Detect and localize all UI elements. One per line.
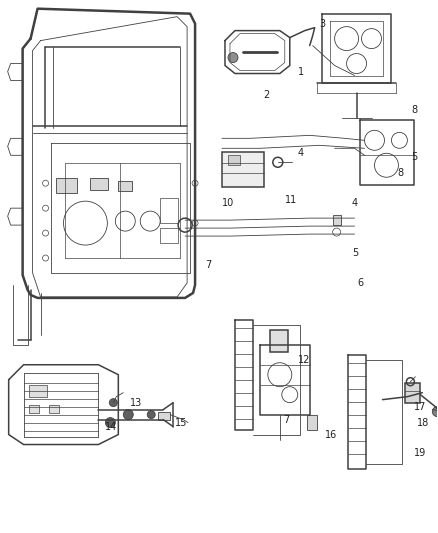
Text: 3: 3 [320,19,326,29]
Bar [160,198,178,223]
Text: 6: 6 [357,278,364,288]
Bar [28,385,46,397]
Bar [307,415,317,430]
Bar [406,383,420,402]
Bar [270,330,288,352]
Bar [56,178,78,193]
Text: 15: 15 [175,417,187,427]
Bar [228,155,240,165]
Text: 1: 1 [298,67,304,77]
Text: 8: 8 [397,168,403,178]
Circle shape [106,417,115,427]
Text: 11: 11 [285,195,297,205]
Bar [49,405,59,413]
Circle shape [110,399,117,407]
Bar [118,181,132,191]
Text: 4: 4 [298,148,304,158]
Text: 10: 10 [222,198,234,208]
Bar [160,228,178,243]
Text: 19: 19 [414,448,427,457]
Text: 13: 13 [130,398,142,408]
Circle shape [432,407,438,417]
Text: 17: 17 [414,402,427,411]
Text: 12: 12 [298,355,310,365]
Circle shape [147,410,155,418]
Bar [28,405,39,413]
Text: 5: 5 [353,248,359,258]
Circle shape [228,53,238,62]
Bar [158,411,170,419]
Bar [222,152,264,187]
Bar [332,215,341,225]
Circle shape [124,410,133,419]
Text: 2: 2 [263,91,269,100]
Text: 16: 16 [325,430,337,440]
Text: 18: 18 [417,417,430,427]
Text: 7: 7 [283,415,289,425]
Text: 14: 14 [106,422,118,432]
Bar [90,178,108,190]
Text: 8: 8 [411,106,417,116]
Text: 4: 4 [352,198,358,208]
Text: 5: 5 [411,152,418,162]
Text: 7: 7 [205,260,211,270]
